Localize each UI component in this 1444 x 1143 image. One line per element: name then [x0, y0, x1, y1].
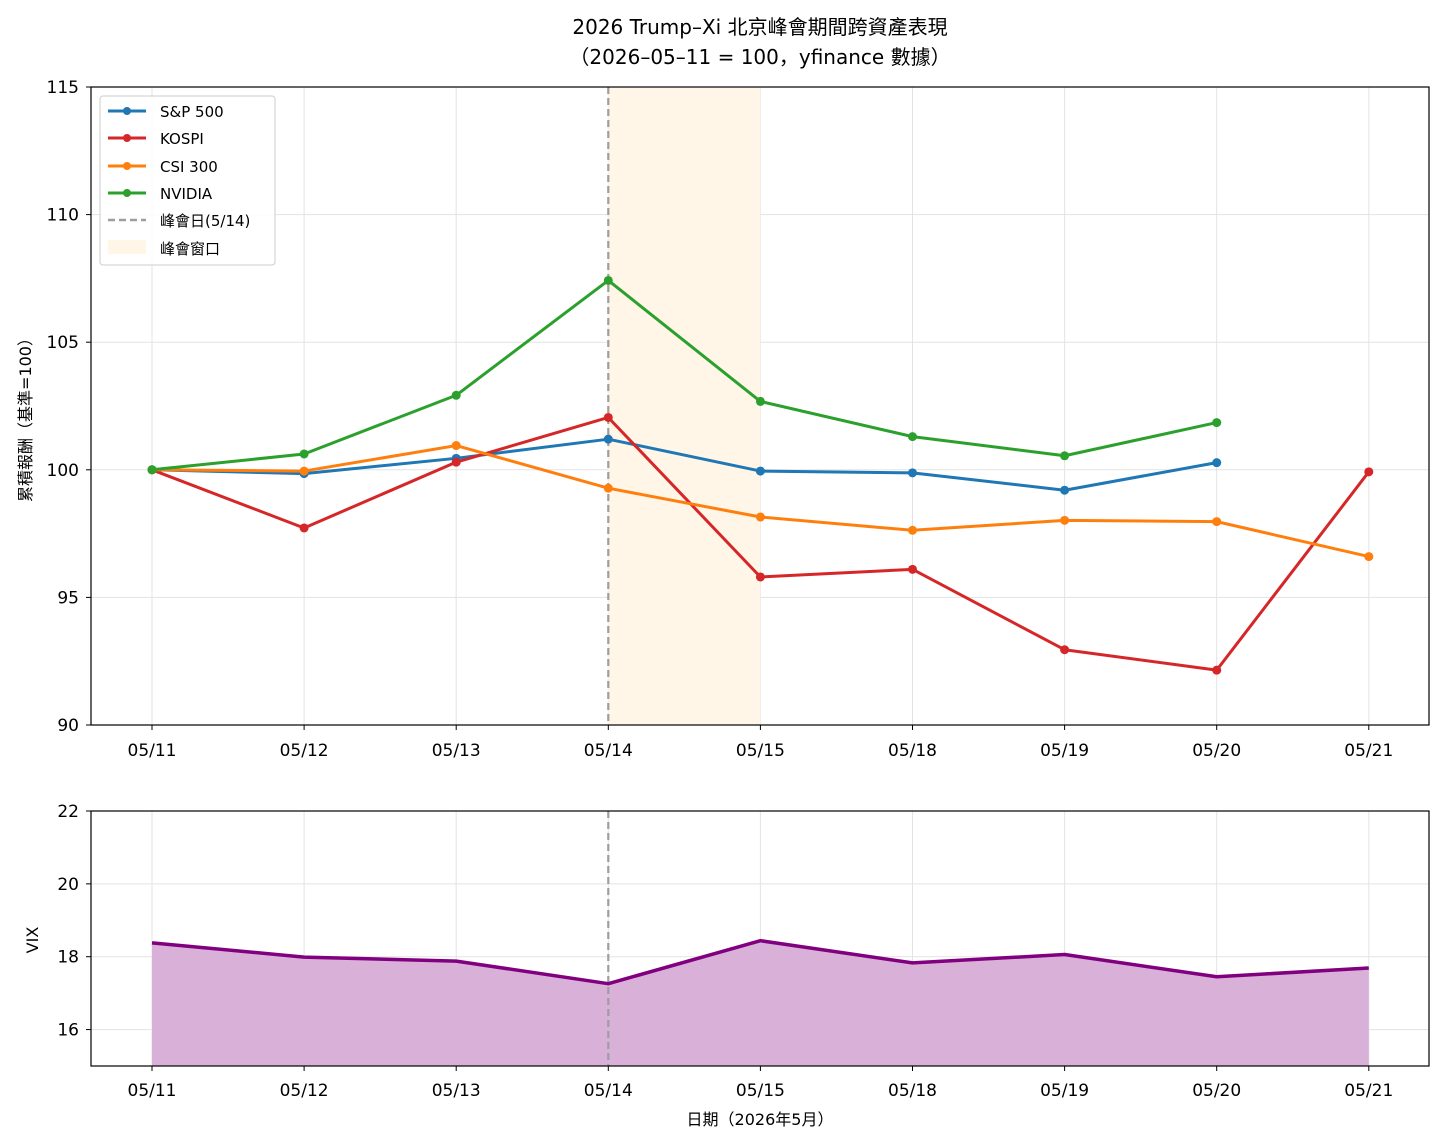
- vix-x-tick-label: 05/15: [736, 1081, 785, 1101]
- legend-marker-kospi: [123, 134, 131, 142]
- chart-title: 2026 Trump–Xi 北京峰會期間跨資產表現: [572, 15, 947, 39]
- data-point-nvidia: [908, 432, 917, 442]
- vix-x-tick-label: 05/21: [1344, 1081, 1393, 1101]
- vix-y-tick-label: 22: [57, 802, 79, 822]
- vix-x-tick-label: 05/14: [584, 1081, 633, 1101]
- vix-x-tick-label: 05/12: [280, 1081, 329, 1101]
- summit-window-span: [608, 87, 761, 725]
- legend: S&P 500 KOSPI CSI 300 NVIDIA 峰會日(5/14) 峰…: [99, 95, 276, 266]
- y-tick-label: 110: [47, 206, 79, 226]
- y-tick-label: 105: [47, 333, 79, 353]
- data-point-sp500: [755, 466, 765, 476]
- data-point-nvidia: [1060, 451, 1070, 461]
- vix-y-tick-label: 16: [57, 1021, 79, 1041]
- x-tick-label: 05/18: [888, 741, 937, 761]
- vix-y-axis-label: VIX: [23, 927, 42, 954]
- data-point-kospi: [451, 457, 461, 467]
- chart-subtitle: （2026–05–11 = 100，yfinance 數據）: [569, 45, 950, 69]
- data-point-nvidia: [603, 275, 613, 285]
- data-point-sp500: [1212, 458, 1222, 468]
- data-point-kospi: [755, 572, 765, 582]
- data-point-nvidia: [147, 465, 157, 475]
- legend-label-summit-day: 峰會日(5/14): [160, 212, 250, 230]
- data-point-kospi: [1364, 467, 1374, 477]
- legend-label-sp500: S&P 500: [160, 103, 224, 121]
- data-point-kospi: [299, 523, 309, 533]
- data-point-kospi: [603, 412, 613, 422]
- legend-label-summit-window: 峰會窗口: [160, 240, 220, 258]
- vix-x-tick-label: 05/19: [1040, 1081, 1089, 1101]
- vix-y-ticks: 16 18 20 22: [57, 802, 91, 1041]
- data-point-csi300: [908, 525, 917, 535]
- legend-marker-sp500: [123, 107, 131, 115]
- legend-swatch-summit-window: [108, 240, 146, 254]
- y-tick-label: 100: [47, 461, 79, 481]
- data-point-kospi: [908, 564, 917, 574]
- vix-y-tick-label: 18: [57, 948, 79, 968]
- legend-marker-nvidia: [123, 189, 131, 197]
- returns-y-ticks: 90 95 100 105 110 115: [47, 78, 91, 736]
- data-point-csi300: [1364, 552, 1374, 562]
- returns-x-ticks: 05/11 05/12 05/13 05/14 05/15 05/18 05/19 05/20…: [128, 725, 1393, 761]
- series-line-sp500: [151, 437, 1217, 492]
- data-point-nvidia: [1212, 418, 1222, 428]
- x-tick-label: 05/12: [280, 741, 329, 761]
- data-point-kospi: [1060, 645, 1070, 655]
- x-tick-label: 05/13: [432, 741, 481, 761]
- x-tick-label: 05/11: [128, 741, 177, 761]
- data-point-sp500: [603, 434, 613, 444]
- data-point-nvidia: [299, 449, 309, 459]
- vix-area: [152, 940, 1369, 1066]
- legend-label-nvidia: NVIDIA: [160, 185, 213, 203]
- data-point-csi300: [1060, 515, 1070, 525]
- legend-marker-csi300: [123, 162, 131, 170]
- vix-y-tick-label: 20: [57, 875, 79, 895]
- x-tick-label: 05/14: [584, 741, 633, 761]
- data-point-csi300: [1212, 517, 1222, 527]
- data-point-csi300: [603, 483, 613, 493]
- returns-series: [147, 275, 1374, 675]
- series-line-nvidia: [151, 278, 1218, 472]
- x-tick-label: 05/15: [736, 741, 785, 761]
- legend-label-kospi: KOSPI: [160, 130, 204, 148]
- data-point-csi300: [451, 441, 461, 451]
- returns-y-axis-label: 累積報酬（基準=100）: [16, 330, 35, 502]
- data-point-csi300: [299, 466, 309, 476]
- y-tick-label: 95: [57, 588, 79, 608]
- data-point-sp500: [1060, 485, 1070, 495]
- y-tick-label: 115: [47, 78, 79, 98]
- x-tick-label: 05/19: [1040, 741, 1089, 761]
- y-tick-label: 90: [57, 716, 79, 736]
- data-point-kospi: [1212, 665, 1222, 675]
- vix-x-tick-label: 05/13: [432, 1081, 481, 1101]
- legend-label-csi300: CSI 300: [160, 158, 218, 176]
- data-point-sp500: [908, 468, 917, 478]
- x-tick-label: 05/21: [1344, 741, 1393, 761]
- data-point-nvidia: [451, 390, 461, 400]
- x-tick-label: 05/20: [1192, 741, 1241, 761]
- vix-line: [151, 938, 1369, 986]
- data-point-nvidia: [755, 396, 765, 406]
- vix-x-tick-label: 05/11: [128, 1081, 177, 1101]
- data-point-csi300: [755, 512, 765, 522]
- vix-x-tick-label: 05/20: [1192, 1081, 1241, 1101]
- vix-x-tick-label: 05/18: [888, 1081, 937, 1101]
- vix-x-axis-label: 日期（2026年5月）: [687, 1110, 834, 1129]
- vix-x-ticks: 05/11 05/12 05/13 05/14 05/15 05/18 05/19 05/20…: [128, 1066, 1393, 1101]
